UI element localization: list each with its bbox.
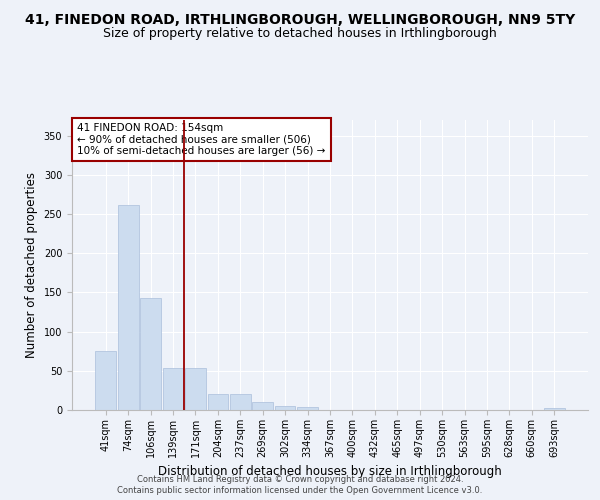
Bar [230,394,251,410]
Bar [253,402,273,410]
Bar [297,407,318,410]
Bar [185,368,206,410]
Bar [208,394,228,410]
Text: Size of property relative to detached houses in Irthlingborough: Size of property relative to detached ho… [103,28,497,40]
Text: Contains HM Land Registry data © Crown copyright and database right 2024.: Contains HM Land Registry data © Crown c… [137,475,463,484]
X-axis label: Distribution of detached houses by size in Irthlingborough: Distribution of detached houses by size … [158,466,502,478]
Bar [544,408,565,410]
Bar [140,298,161,410]
Bar [118,204,139,410]
Text: 41, FINEDON ROAD, IRTHLINGBOROUGH, WELLINGBOROUGH, NN9 5TY: 41, FINEDON ROAD, IRTHLINGBOROUGH, WELLI… [25,12,575,26]
Y-axis label: Number of detached properties: Number of detached properties [25,172,38,358]
Bar [163,368,184,410]
Text: 41 FINEDON ROAD: 154sqm
← 90% of detached houses are smaller (506)
10% of semi-d: 41 FINEDON ROAD: 154sqm ← 90% of detache… [77,123,326,156]
Text: Contains public sector information licensed under the Open Government Licence v3: Contains public sector information licen… [118,486,482,495]
Bar [275,406,295,410]
Bar [95,351,116,410]
